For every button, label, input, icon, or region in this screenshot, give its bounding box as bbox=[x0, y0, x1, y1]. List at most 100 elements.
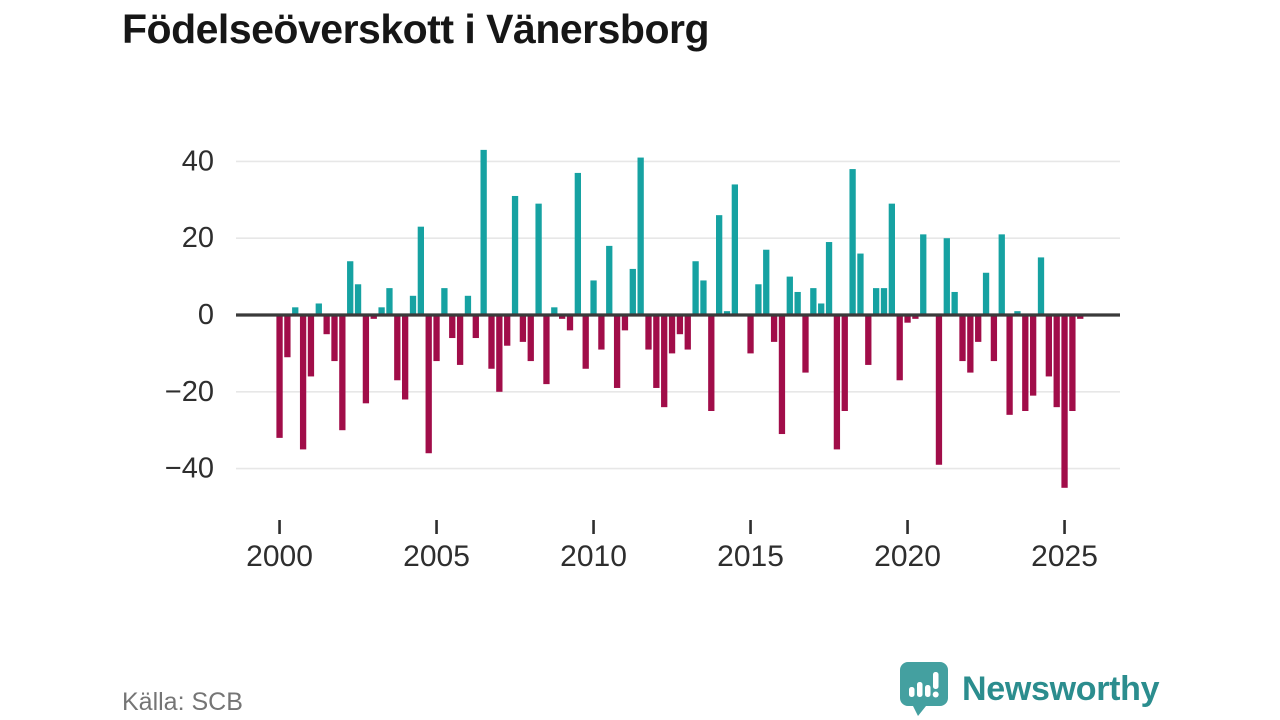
bar bbox=[402, 315, 409, 400]
bar bbox=[802, 315, 809, 373]
bar bbox=[755, 284, 762, 315]
bar bbox=[645, 315, 652, 350]
bar bbox=[982, 272, 990, 315]
bar bbox=[433, 315, 440, 362]
bar bbox=[339, 315, 346, 431]
bar bbox=[920, 234, 927, 315]
bar bbox=[880, 288, 888, 315]
bar bbox=[943, 238, 950, 315]
bar bbox=[998, 234, 1005, 315]
bar bbox=[770, 315, 778, 342]
bar bbox=[951, 291, 958, 315]
bar bbox=[1069, 315, 1076, 411]
newsworthy-logo: Newsworthy bbox=[898, 660, 1160, 718]
bar bbox=[362, 315, 370, 404]
bar bbox=[810, 288, 817, 315]
bar bbox=[472, 315, 479, 339]
y-axis-label--40: −40 bbox=[165, 453, 214, 485]
y-axis-label-20: 20 bbox=[182, 222, 214, 254]
bar bbox=[543, 315, 550, 385]
bar bbox=[747, 315, 754, 354]
bar bbox=[347, 261, 354, 315]
bar bbox=[315, 303, 322, 315]
bar bbox=[496, 315, 503, 392]
bar bbox=[975, 315, 982, 342]
bar bbox=[409, 295, 417, 315]
bar bbox=[873, 288, 880, 315]
bar bbox=[480, 149, 487, 315]
bar bbox=[590, 280, 597, 315]
bar bbox=[653, 315, 660, 388]
bar bbox=[519, 315, 527, 342]
bar bbox=[959, 315, 966, 362]
bar bbox=[378, 307, 385, 315]
bar bbox=[849, 169, 856, 315]
bar bbox=[574, 172, 581, 315]
bar bbox=[606, 245, 613, 315]
bar bbox=[935, 315, 943, 465]
bar bbox=[386, 288, 393, 315]
bar bbox=[417, 226, 424, 315]
bar bbox=[307, 315, 315, 377]
x-axis-label-2005: 2005 bbox=[403, 540, 470, 573]
bar bbox=[464, 295, 472, 315]
x-axis-label-2000: 2000 bbox=[246, 540, 313, 573]
bar bbox=[488, 315, 495, 369]
bar bbox=[684, 315, 691, 350]
bar bbox=[865, 315, 872, 365]
bar bbox=[723, 311, 731, 315]
bar bbox=[299, 315, 307, 450]
bar bbox=[425, 315, 432, 454]
bar bbox=[692, 261, 699, 315]
bar bbox=[825, 242, 833, 315]
bar bbox=[857, 253, 864, 315]
bar bbox=[1061, 315, 1068, 488]
bar bbox=[888, 203, 895, 315]
bar bbox=[661, 315, 668, 408]
bar bbox=[668, 315, 676, 354]
bar bbox=[841, 315, 848, 411]
bar bbox=[276, 315, 283, 438]
bar bbox=[559, 315, 566, 319]
bar bbox=[551, 307, 558, 315]
bar bbox=[833, 315, 841, 450]
bar bbox=[323, 315, 330, 335]
newsworthy-speech-bubble-barchart-icon bbox=[900, 662, 948, 716]
bar bbox=[621, 315, 629, 331]
x-axis-label-2025: 2025 bbox=[1031, 540, 1098, 573]
bar bbox=[794, 291, 801, 315]
bar bbox=[582, 315, 589, 369]
bar bbox=[1022, 315, 1029, 411]
bar bbox=[896, 315, 903, 381]
bar bbox=[370, 315, 377, 319]
x-axis-label-2010: 2010 bbox=[560, 540, 627, 573]
newsworthy-logo-text: Newsworthy bbox=[962, 669, 1160, 708]
bar bbox=[354, 284, 362, 315]
bar bbox=[763, 249, 770, 315]
bar bbox=[1014, 311, 1021, 315]
bar bbox=[1077, 315, 1084, 319]
bar bbox=[394, 315, 401, 381]
bar bbox=[990, 315, 998, 362]
y-axis-label-0: 0 bbox=[198, 299, 214, 331]
bar bbox=[535, 203, 542, 315]
bar bbox=[598, 315, 605, 350]
bar bbox=[1053, 315, 1060, 408]
x-axis-label-2020: 2020 bbox=[874, 540, 941, 573]
bar bbox=[912, 315, 919, 319]
bar bbox=[284, 315, 291, 358]
x-axis-label-2015: 2015 bbox=[717, 540, 784, 573]
bar bbox=[1006, 315, 1013, 415]
bar bbox=[676, 315, 684, 335]
bar bbox=[1037, 257, 1045, 315]
bar bbox=[904, 315, 911, 323]
bar bbox=[786, 276, 793, 315]
bar bbox=[456, 315, 464, 365]
y-axis-label-40: 40 bbox=[182, 145, 214, 177]
bar bbox=[511, 195, 519, 315]
bar bbox=[637, 157, 644, 315]
chart-title: Födelseöverskott i Vänersborg bbox=[122, 6, 710, 52]
bar bbox=[818, 303, 825, 315]
